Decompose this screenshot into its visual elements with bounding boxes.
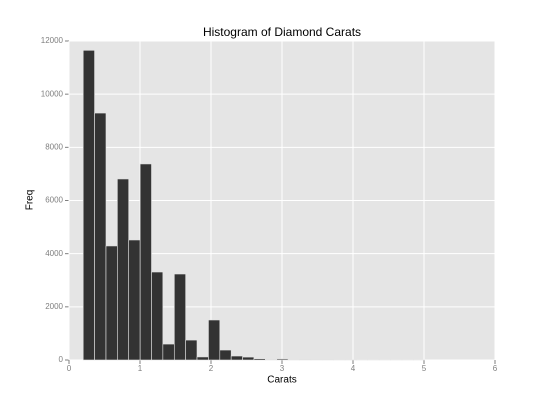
x-tick-label: 4 xyxy=(351,364,356,373)
x-tick-label: 5 xyxy=(422,364,427,373)
bar xyxy=(219,349,232,361)
bar xyxy=(242,356,255,361)
y-tick-label: 4000 xyxy=(45,249,63,258)
x-tick-label: 6 xyxy=(493,364,498,373)
bar xyxy=(139,163,152,361)
x-tick-label: 1 xyxy=(138,364,143,373)
y-tick-label: 6000 xyxy=(45,196,63,205)
bar xyxy=(196,356,209,361)
x-axis-label: Carats xyxy=(267,375,296,386)
bar xyxy=(128,239,141,361)
bar xyxy=(162,343,175,361)
bar xyxy=(265,359,278,361)
y-tick-label: 8000 xyxy=(45,142,63,151)
bar xyxy=(151,271,164,361)
x-tick-label: 0 xyxy=(67,364,72,373)
bar xyxy=(230,355,243,361)
y-axis-label: Freq xyxy=(25,190,36,211)
bar xyxy=(253,358,266,361)
y-tick-label: 2000 xyxy=(45,302,63,311)
bar xyxy=(173,273,186,361)
bar xyxy=(94,112,107,361)
y-tick-label: 10000 xyxy=(41,89,64,98)
bar xyxy=(276,358,289,361)
x-tick-label: 3 xyxy=(280,364,285,373)
bar xyxy=(117,178,130,361)
bar xyxy=(185,339,198,361)
chart-title: Histogram of Diamond Carats xyxy=(203,25,361,39)
bar xyxy=(82,50,95,361)
y-tick-label: 12000 xyxy=(41,36,64,45)
x-tick-label: 2 xyxy=(209,364,214,373)
bar xyxy=(208,319,221,361)
bar xyxy=(105,245,118,361)
y-tick-label: 0 xyxy=(59,355,64,364)
